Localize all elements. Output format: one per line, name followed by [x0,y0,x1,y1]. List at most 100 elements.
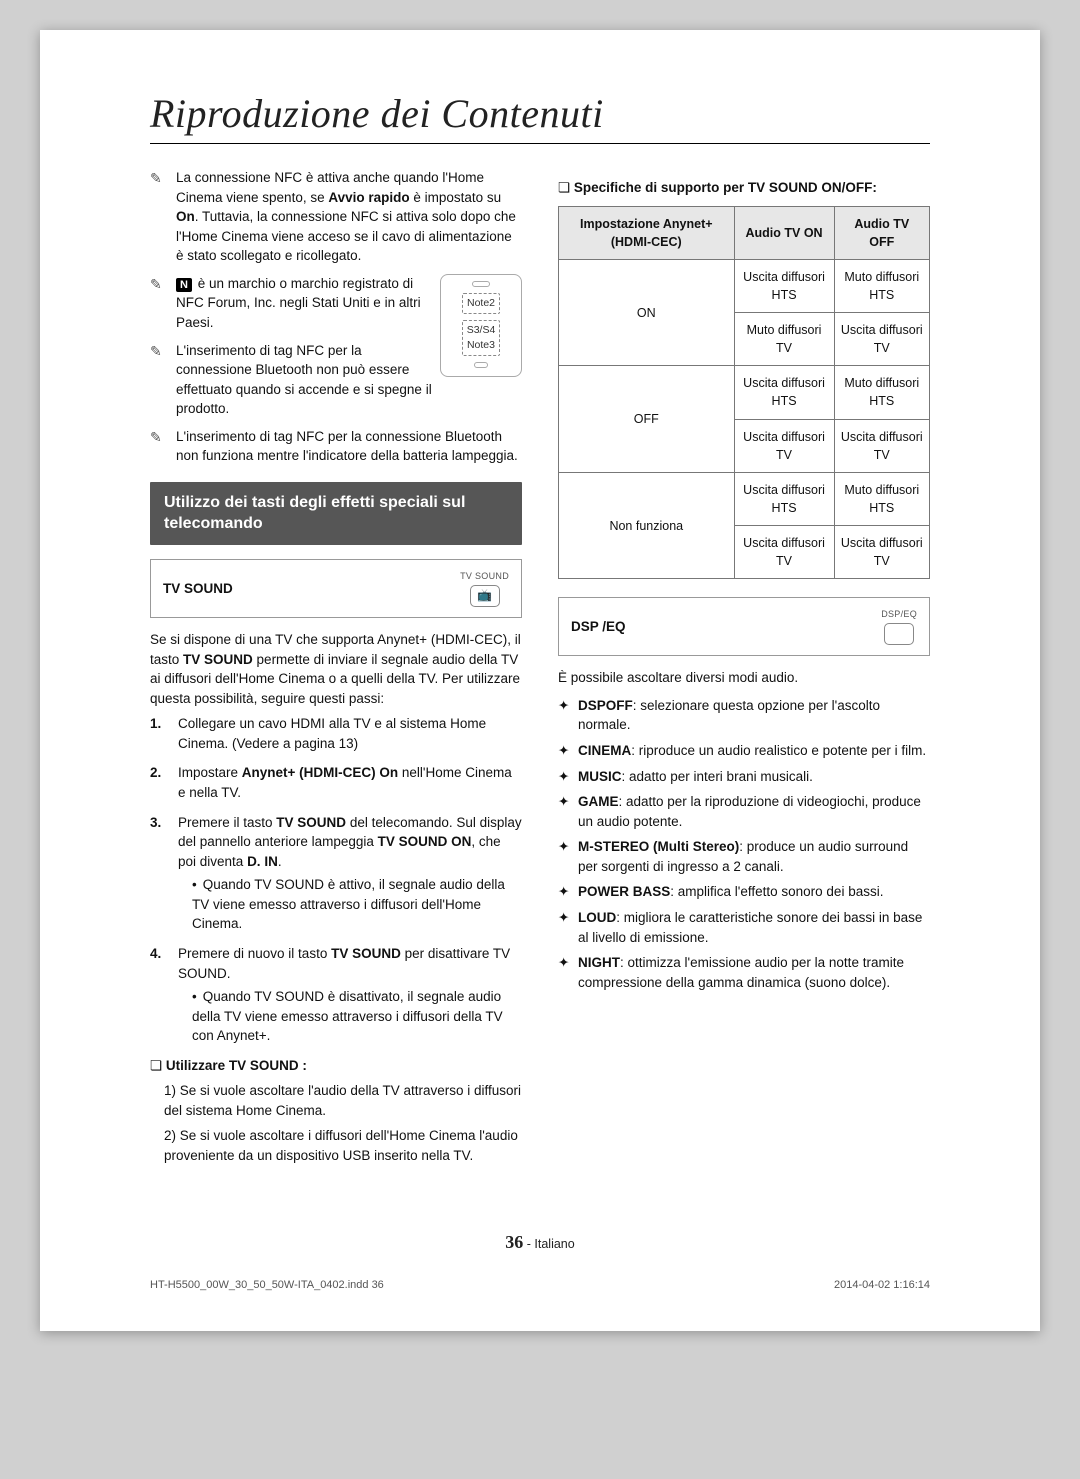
mode-item: ✦ MUSIC: adatto per interi brani musicali… [558,767,930,787]
dsp-intro: È possibile ascoltare diversi modi audio… [558,668,930,688]
table-cell: Uscita diffusori TV [834,419,929,472]
note-text: La connessione NFC è attiva anche quando… [176,168,522,266]
page-sheet: Riproduzione dei Contenuti ✎ La connessi… [40,30,1040,1331]
left-column: ✎ La connessione NFC è attiva anche quan… [150,168,522,1172]
step-item: Collegare un cavo HDMI alla TV e al sist… [150,714,522,753]
mode-item: ✦ CINEMA: riproduce un audio realistico e… [558,741,930,761]
page-footer: 36 - Italiano [150,1232,930,1253]
phone-home-icon [474,362,488,368]
th-on: Audio TV ON [734,206,834,259]
tv-sound-caption: TV SOUND [460,570,509,583]
table-cell: Uscita diffusori HTS [734,472,834,525]
table-cell: Muto diffusori HTS [834,366,929,419]
th-setting: Impostazione Anynet+ (HDMI-CEC) [559,206,735,259]
mode-item: ✦DSPOFF: selezionare questa opzione per … [558,696,930,735]
note-text: N è un marchio o marchio registrato di N… [176,274,432,333]
table-cell: Uscita diffusori TV [834,526,929,579]
step-text: Premere il tasto TV SOUND del telecomand… [178,815,522,869]
step-text: Premere di nuovo il tasto TV SOUND per d… [178,946,510,981]
note-icon: ✎ [150,274,168,333]
step-sub: Quando TV SOUND è disattivato, il segnal… [192,987,522,1046]
meta-stamp: 2014-04-02 1:16:14 [834,1279,930,1291]
table-row-key: Non funziona [559,472,735,579]
table-cell: Muto diffusori TV [734,313,834,366]
spec-table: Impostazione Anynet+ (HDMI-CEC) Audio TV… [558,206,930,580]
mode-text: GAME: adatto per la riproduzione di vide… [578,792,930,831]
phone-speaker-icon [472,281,490,287]
arrow-icon: ✦ [558,882,570,902]
phone-label-1: Note2 [462,293,500,314]
arrow-icon: ✦ [558,837,570,876]
tv-sound-intro: Se si dispone di una TV che supporta Any… [150,630,522,708]
note-icon: ✎ [150,341,168,419]
phone-label-2: S3/S4 Note3 [462,320,501,356]
modes-list: È possibile ascoltare diversi modi audio… [558,668,930,992]
two-column-layout: ✎ La connessione NFC è attiva anche quan… [150,168,930,1172]
page-lang-text: Italiano [534,1237,574,1251]
mode-item: ✦M-STEREO (Multi Stereo): produce un aud… [558,837,930,876]
note-item: ✎ La connessione NFC è attiva anche quan… [150,168,522,266]
note-icon: ✎ [150,427,168,466]
arrow-icon: ✦ [558,792,570,831]
page-number: 36 [505,1232,523,1252]
table-cell: Muto diffusori HTS [834,259,929,312]
subsection-heading: Utilizzo dei tasti degli effetti special… [150,482,522,545]
table-cell: Uscita diffusori TV [734,526,834,579]
note-item: ✎ N è un marchio o marchio registrato di… [150,274,432,333]
note-text: L'inserimento di tag NFC per la connessi… [176,341,432,419]
steps-list: Collegare un cavo HDMI alla TV e al sist… [150,714,522,1045]
arrow-icon: ✦ [558,767,570,787]
table-row-key: OFF [559,366,735,473]
use-heading: Utilizzare TV SOUND : [150,1056,522,1076]
tv-sound-box: TV SOUND TV SOUND 📺 [150,559,522,618]
dsp-eq-button-graphic: DSP/EQ [881,608,917,645]
arrow-icon: ✦ [558,908,570,947]
dsp-eq-caption: DSP/EQ [881,608,917,621]
table-row-key: ON [559,259,735,366]
section-title: Riproduzione dei Contenuti [150,90,930,144]
note-icon: ✎ [150,168,168,266]
step-text: Collegare un cavo HDMI alla TV e al sist… [178,714,522,753]
step-item: Impostare Anynet+ (HDMI-CEC) On nell'Hom… [150,763,522,802]
arrow-icon: ✦ [558,696,570,735]
mode-text: NIGHT: ottimizza l'emissione audio per l… [578,953,930,992]
print-meta: HT-H5500_00W_30_50_50W-ITA_0402.indd 36 … [150,1279,930,1291]
mode-item: ✦ POWER BASS: amplifica l'effetto sonoro … [558,882,930,902]
mode-text: M-STEREO (Multi Stereo): produce un audi… [578,837,930,876]
table-cell: Uscita diffusori HTS [734,259,834,312]
mode-text: POWER BASS: amplifica l'effetto sonoro d… [578,882,930,902]
note-item: ✎ L'inserimento di tag NFC per la connes… [150,341,432,419]
table-cell: Uscita diffusori HTS [734,366,834,419]
arrow-icon: ✦ [558,953,570,992]
meta-file: HT-H5500_00W_30_50_50W-ITA_0402.indd 36 [150,1279,384,1291]
th-off: Audio TV OFF [834,206,929,259]
step-text: Impostare Anynet+ (HDMI-CEC) On nell'Hom… [178,763,522,802]
spec-heading: Specifiche di supporto per TV SOUND ON/O… [558,178,930,198]
use-item: 1) Se si vuole ascoltare l'audio della T… [164,1081,522,1120]
step-sub: Quando TV SOUND è attivo, il segnale aud… [192,875,522,934]
use-item: 2) Se si vuole ascoltare i diffusori del… [164,1126,522,1165]
table-cell: Muto diffusori HTS [834,472,929,525]
mode-item: ✦NIGHT: ottimizza l'emissione audio per … [558,953,930,992]
mode-text: LOUD: migliora le caratteristiche sonore… [578,908,930,947]
arrow-icon: ✦ [558,741,570,761]
note-item: ✎ L'inserimento di tag NFC per la connes… [150,427,522,466]
step-item: Premere il tasto TV SOUND del telecomand… [150,813,522,934]
dsp-eq-box: DSP /EQ DSP/EQ [558,597,930,656]
phone-diagram: Note2 S3/S4 Note3 [440,274,522,378]
table-cell: Uscita diffusori TV [834,313,929,366]
mode-item: ✦LOUD: migliora le caratteristiche sonor… [558,908,930,947]
mode-text: CINEMA: riproduce un audio realistico e … [578,741,930,761]
button-icon [884,623,914,645]
right-column: Specifiche di supporto per TV SOUND ON/O… [558,168,930,1172]
table-cell: Uscita diffusori TV [734,419,834,472]
tv-icon: 📺 [470,585,500,607]
dsp-eq-label: DSP /EQ [571,617,626,637]
mode-text: MUSIC: adatto per interi brani musicali. [578,767,930,787]
note-text: L'inserimento di tag NFC per la connessi… [176,427,522,466]
mode-item: ✦GAME: adatto per la riproduzione di vid… [558,792,930,831]
step-item: Premere di nuovo il tasto TV SOUND per d… [150,944,522,1046]
tv-sound-button-graphic: TV SOUND 📺 [460,570,509,607]
tv-sound-label: TV SOUND [163,579,233,599]
mode-text: DSPOFF: selezionare questa opzione per l… [578,696,930,735]
